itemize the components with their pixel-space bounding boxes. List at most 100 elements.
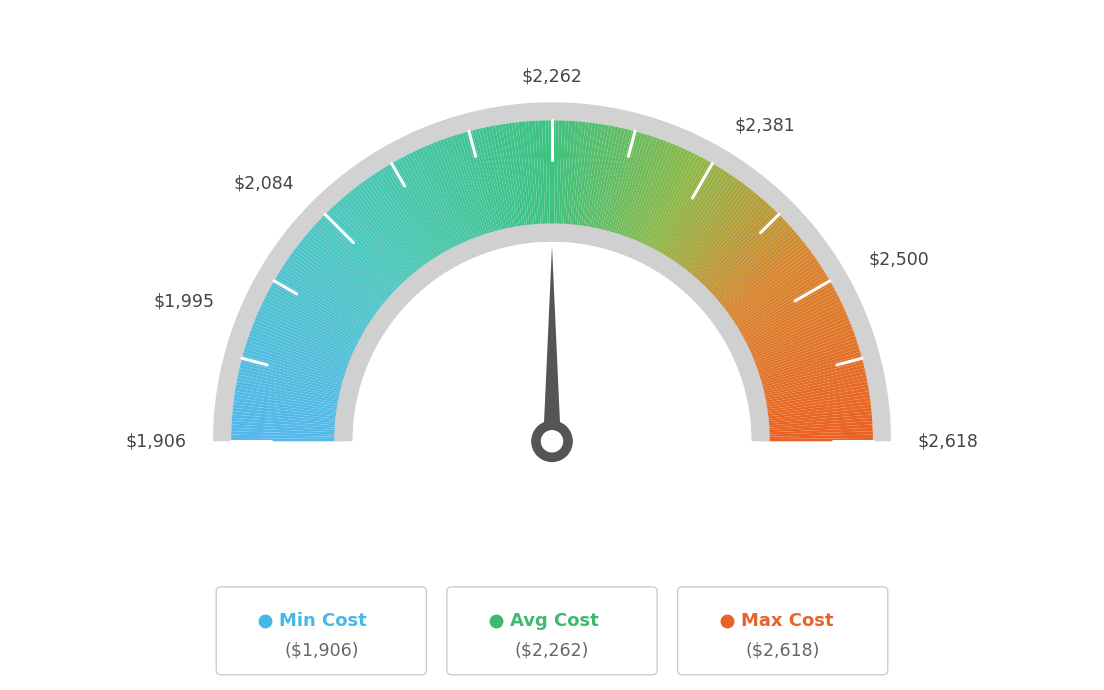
Polygon shape	[466, 131, 497, 235]
Polygon shape	[746, 304, 843, 352]
Text: Avg Cost: Avg Cost	[510, 611, 598, 630]
Polygon shape	[616, 135, 651, 237]
Polygon shape	[234, 395, 340, 412]
Polygon shape	[277, 272, 370, 330]
Polygon shape	[732, 266, 822, 326]
Polygon shape	[675, 178, 737, 266]
Polygon shape	[594, 127, 618, 231]
Polygon shape	[702, 212, 779, 290]
Polygon shape	[350, 190, 418, 275]
Polygon shape	[696, 203, 769, 284]
Polygon shape	[506, 124, 523, 229]
Polygon shape	[567, 121, 578, 228]
Polygon shape	[372, 174, 433, 264]
Polygon shape	[231, 435, 338, 439]
Polygon shape	[269, 286, 364, 340]
Polygon shape	[232, 411, 338, 424]
Polygon shape	[363, 179, 427, 268]
Polygon shape	[489, 126, 512, 231]
Polygon shape	[592, 126, 615, 231]
Polygon shape	[232, 415, 338, 426]
Polygon shape	[554, 120, 559, 227]
Polygon shape	[733, 269, 825, 328]
Polygon shape	[276, 275, 369, 332]
Polygon shape	[766, 421, 872, 430]
Polygon shape	[649, 155, 701, 251]
Polygon shape	[574, 122, 588, 228]
Polygon shape	[266, 293, 362, 344]
Polygon shape	[612, 133, 645, 236]
Polygon shape	[449, 136, 486, 238]
Polygon shape	[258, 308, 357, 354]
Polygon shape	[736, 278, 830, 334]
Polygon shape	[735, 275, 828, 332]
Polygon shape	[502, 124, 521, 229]
Polygon shape	[644, 151, 692, 248]
Polygon shape	[340, 198, 412, 280]
Polygon shape	[761, 368, 866, 395]
Polygon shape	[410, 152, 458, 249]
Text: $2,500: $2,500	[869, 250, 930, 268]
Polygon shape	[401, 157, 453, 252]
Polygon shape	[232, 424, 338, 433]
Polygon shape	[316, 221, 395, 296]
Polygon shape	[311, 226, 393, 299]
Polygon shape	[581, 124, 598, 229]
Polygon shape	[766, 411, 872, 424]
Polygon shape	[344, 194, 415, 277]
Text: $2,084: $2,084	[233, 174, 294, 192]
Polygon shape	[623, 138, 660, 239]
Polygon shape	[427, 144, 471, 244]
Polygon shape	[758, 352, 861, 384]
Polygon shape	[659, 164, 715, 257]
Polygon shape	[253, 323, 352, 364]
Polygon shape	[618, 136, 655, 238]
Polygon shape	[744, 299, 841, 348]
Polygon shape	[686, 190, 754, 275]
Circle shape	[531, 420, 573, 462]
Polygon shape	[609, 132, 641, 235]
Polygon shape	[335, 203, 408, 284]
Polygon shape	[335, 224, 769, 442]
Polygon shape	[241, 362, 344, 390]
Polygon shape	[760, 358, 863, 388]
Polygon shape	[298, 242, 384, 310]
Polygon shape	[722, 244, 808, 311]
Polygon shape	[237, 375, 342, 399]
Polygon shape	[243, 352, 346, 384]
Polygon shape	[578, 123, 595, 228]
Polygon shape	[245, 345, 347, 380]
Text: $1,906: $1,906	[126, 432, 187, 451]
Polygon shape	[247, 339, 349, 375]
Polygon shape	[309, 229, 391, 301]
Polygon shape	[561, 121, 569, 227]
Polygon shape	[282, 266, 372, 326]
Polygon shape	[596, 128, 622, 232]
Polygon shape	[633, 144, 677, 244]
Polygon shape	[256, 314, 355, 358]
Polygon shape	[233, 408, 339, 421]
Polygon shape	[765, 404, 871, 419]
Text: Min Cost: Min Cost	[279, 611, 367, 630]
Polygon shape	[552, 120, 555, 227]
Polygon shape	[482, 128, 508, 232]
Polygon shape	[743, 295, 839, 346]
Polygon shape	[231, 428, 338, 435]
Polygon shape	[535, 121, 543, 227]
Polygon shape	[764, 391, 870, 410]
Polygon shape	[598, 128, 625, 233]
Polygon shape	[252, 326, 352, 366]
Polygon shape	[713, 229, 795, 301]
Polygon shape	[703, 215, 782, 291]
Polygon shape	[637, 147, 682, 245]
Polygon shape	[469, 130, 499, 234]
Polygon shape	[240, 365, 343, 393]
Polygon shape	[699, 207, 774, 286]
Polygon shape	[492, 126, 514, 230]
Polygon shape	[290, 253, 379, 317]
Polygon shape	[383, 167, 440, 259]
Polygon shape	[246, 342, 348, 377]
Polygon shape	[358, 184, 424, 270]
Polygon shape	[325, 212, 402, 290]
Polygon shape	[749, 314, 848, 358]
